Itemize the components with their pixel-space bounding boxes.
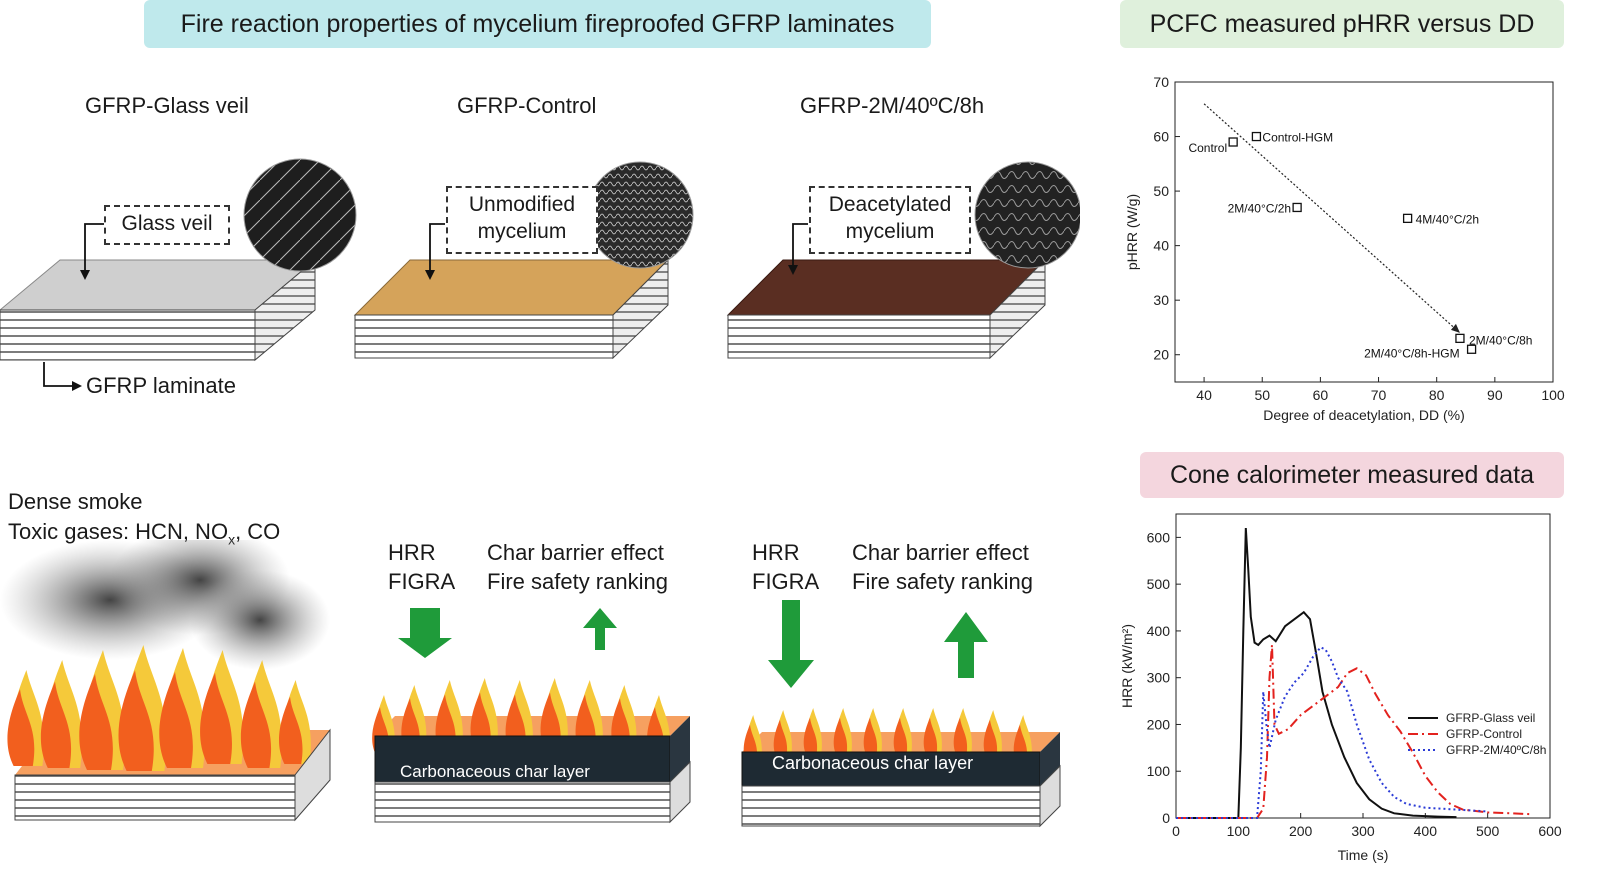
x-tick-label: 70 [1371,387,1387,403]
hrr-down-arrow-large [768,600,814,688]
y-tick-label: 600 [1147,529,1171,545]
trend-line [1203,103,1461,334]
x-tick-label: 90 [1487,387,1503,403]
deacetylated-pointer [792,223,808,268]
x-tick-label: 600 [1538,823,1562,839]
y-axis-label: pHRR (W/g) [1124,194,1140,270]
x-axis-label: Degree of deacetylation, DD (%) [1263,407,1465,423]
sem-image-control [586,161,694,269]
dense-smoke-label: Dense smoke [8,489,143,514]
y-tick-label: 300 [1147,670,1171,686]
cone-title: Cone calorimeter measured data [1169,460,1535,489]
safety-up-arrow [583,608,617,650]
pcfc-title: PCFC measured pHRR versus DD [1149,9,1535,38]
data-point [1402,213,1413,224]
y-tick-label: 50 [1153,183,1169,199]
data-point [1228,137,1238,147]
y-tick-label: 200 [1147,716,1171,732]
y-tick-label: 0 [1162,810,1170,826]
series-line [1176,527,1457,819]
y-tick-label: 20 [1153,347,1169,363]
trend-arrowhead [1450,323,1460,333]
x-tick-label: 500 [1476,823,1500,839]
series-line [1176,644,1532,819]
x-tick-label: 200 [1289,823,1313,839]
y-tick-label: 60 [1153,129,1169,145]
panel3-hrr-label: HRR [752,540,800,565]
data-point [1466,344,1477,354]
laminate-pointer [43,362,75,387]
y-tick-label: 30 [1153,292,1169,308]
data-point [1251,131,1262,142]
x-tick-label: 80 [1429,387,1445,403]
callout-deacetylated-mycelium: Deacetylated mycelium [809,186,971,254]
x-tick-label: 0 [1172,823,1180,839]
cone-title-banner: Cone calorimeter measured data [1140,452,1564,498]
fire-illustrations [0,540,1061,828]
y-tick-label: 100 [1147,763,1171,779]
x-tick-label: 60 [1313,387,1329,403]
x-tick-label: 400 [1414,823,1438,839]
safety-up-arrow-large [944,612,988,678]
y-tick-label: 500 [1147,576,1171,592]
pcfc-title-banner: PCFC measured pHRR versus DD [1120,0,1564,48]
data-point [1292,202,1302,213]
panel2-figra-label: FIGRA [388,569,456,594]
laminate-deacetylated [726,161,1080,360]
gfrp-laminate-label: GFRP laminate [86,373,236,398]
point-label: Control-HGM [1262,131,1333,145]
series-line [1176,646,1488,819]
panel2-fire-safety-label: Fire safety ranking [487,569,668,594]
plot-frame [1175,513,1551,819]
x-tick-label: 40 [1196,387,1212,403]
hrr-down-arrow [398,608,452,658]
x-tick-label: 50 [1254,387,1270,403]
legend-label: GFRP-2M/40ºC/8h [1446,743,1546,757]
laminate-control [353,161,694,360]
panel3-figra-label: FIGRA [752,569,820,594]
point-label: 2M/40°C/2h [1228,201,1292,215]
glass-veil-pointer [84,223,105,273]
panel2-hrr-label: HRR [388,540,436,565]
y-tick-label: 40 [1153,238,1169,254]
y-tick-label: 70 [1153,74,1169,90]
sem-image-deacetylated [974,161,1080,269]
panel3-char-barrier-label: Char barrier effect [852,540,1029,565]
panel3-char-layer-label: Carbonaceous char layer [772,753,974,773]
x-tick-label: 300 [1351,823,1375,839]
x-axis-label: Time (s) [1338,847,1389,863]
point-label: Control [1188,141,1227,155]
sample-title-deacetylated: GFRP-2M/40ºC/8h [800,93,985,118]
data-point [1455,333,1465,344]
control-pointer [429,223,445,273]
y-tick-label: 400 [1147,623,1171,639]
panel3-fire-safety-label: Fire safety ranking [852,569,1033,594]
legend-label: GFRP-Glass veil [1446,711,1535,725]
x-tick-label: 100 [1227,823,1251,839]
panel2-char-barrier-label: Char barrier effect [487,540,664,565]
y-axis-label: HRR (kW/m²) [1119,624,1135,708]
point-label: 2M/40°C/8h [1469,333,1533,347]
plot-frame [1174,81,1554,383]
callout-unmodified-mycelium: Unmodified mycelium [446,186,598,254]
fire-panel-deacetylated [741,600,1061,828]
laminate-illustrations [0,158,1080,391]
point-label: 2M/40°C/8h-HGM [1364,346,1460,360]
deacetylated-surface [726,259,1047,316]
panel2-char-layer-label: Carbonaceous char layer [400,762,590,781]
laminate-glass-veil [0,158,357,362]
sample-title-control: GFRP-Control [457,93,597,118]
sem-image-glass-veil [243,158,357,272]
point-label: 4M/40°C/2h [1416,212,1480,226]
fire-panel-glass-veil [0,540,331,822]
callout-glass-veil: Glass veil [104,205,230,245]
fire-panel-control [372,608,691,824]
pcfc-scatter-chart: 40 50 60 70 80 90 100 20 30 40 50 60 70 Degree of dea… [1124,74,1565,423]
sample-title-glass-veil: GFRP-Glass veil [85,93,249,118]
main-title-banner: Fire reaction properties of mycelium fir… [144,0,931,48]
x-tick-label: 100 [1541,387,1565,403]
legend-label: GFRP-Control [1446,727,1522,741]
cone-hrr-chart: 0 100 200 300 400 500 600 0 100 200 300 400 500 600 Ti… [1119,513,1562,863]
main-title: Fire reaction properties of mycelium fir… [180,9,895,38]
